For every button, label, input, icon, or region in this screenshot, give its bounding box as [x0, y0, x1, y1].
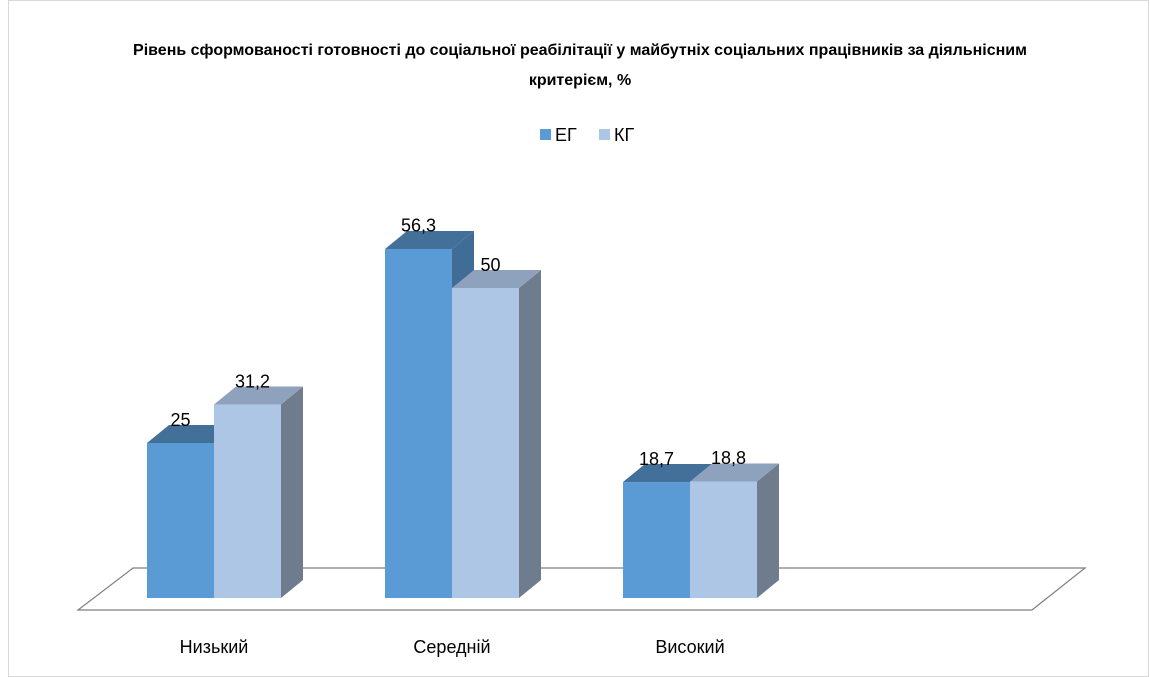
bar-top: [623, 464, 712, 483]
x-tick-label: Низький: [180, 637, 249, 657]
bar-front: [385, 248, 452, 598]
data-label: 18,7: [639, 449, 674, 469]
x-tick-label: Середній: [413, 637, 490, 657]
bar: [452, 270, 541, 598]
legend-swatch: [540, 129, 551, 140]
bar-side: [281, 386, 303, 598]
bar-top: [214, 386, 303, 405]
bar-top: [452, 270, 541, 288]
legend-label: КГ: [614, 125, 634, 145]
data-label: 50: [480, 255, 500, 275]
data-label: 31,2: [235, 371, 270, 391]
chart-title: Рівень сформованості готовності до соціа…: [133, 42, 1027, 89]
legend-label: ЕГ: [555, 125, 577, 145]
bar-front: [214, 404, 281, 598]
bar-top: [385, 230, 474, 249]
bar: [690, 463, 779, 598]
data-label: 18,8: [711, 448, 746, 468]
bar-top: [690, 463, 779, 482]
data-label: 25: [170, 410, 190, 430]
bar-front: [690, 481, 757, 598]
x-tick-label: Високий: [655, 637, 724, 657]
bar-side: [519, 270, 541, 598]
bar-top: [147, 425, 236, 443]
legend-swatch: [599, 129, 610, 140]
bar: [214, 386, 303, 598]
floor: [76, 567, 1087, 611]
bar-front: [623, 482, 690, 598]
data-label: 56,3: [401, 216, 436, 236]
bar-side: [757, 463, 779, 598]
bar-front: [452, 288, 519, 598]
bar-front: [147, 443, 214, 598]
